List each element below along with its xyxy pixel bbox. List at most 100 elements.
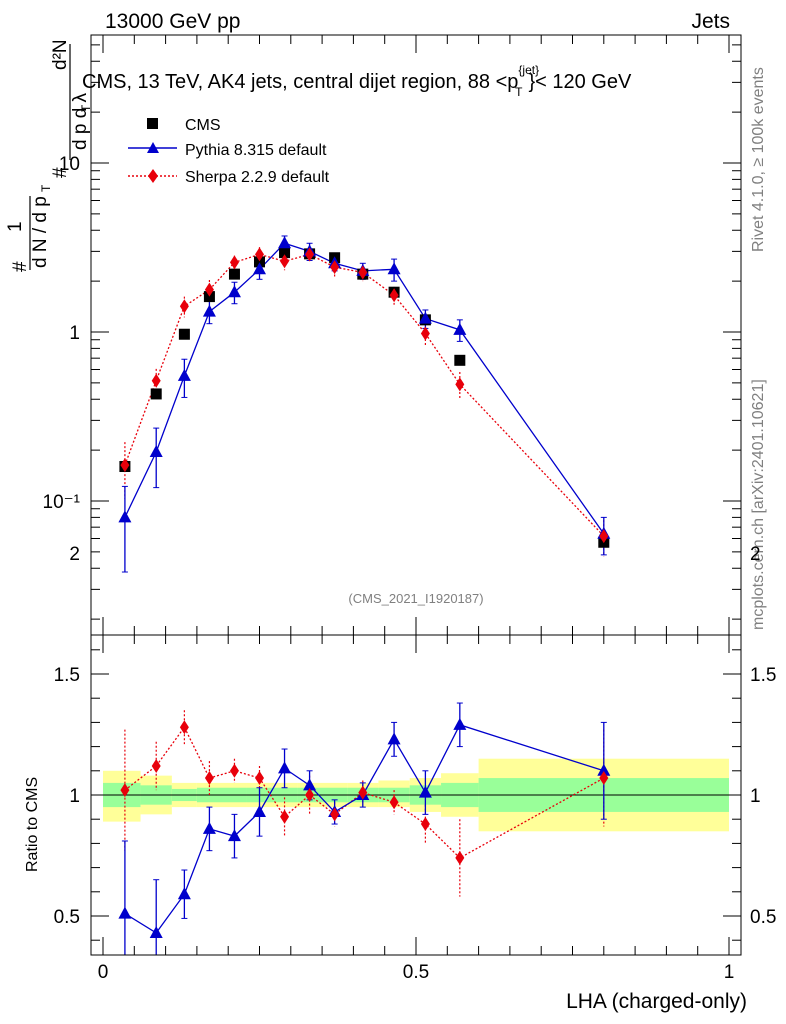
plot-title: CMS, 13 TeV, AK4 jets, central dijet reg… xyxy=(82,63,632,99)
pythia-data-point xyxy=(253,262,266,275)
rivet-label: Rivet 4.1.0, ≥ 100k events xyxy=(750,67,767,252)
ratio-y-tick-label-left: 1 xyxy=(69,786,80,807)
pythia-ratio-point xyxy=(118,906,132,919)
pythia-data-point xyxy=(227,285,241,298)
energy-label: 13000 GeV pp xyxy=(105,10,240,33)
sherpa-ratio-point xyxy=(120,783,130,798)
pythia-ratio-line xyxy=(124,724,604,934)
ratio-y-axis-label: Ratio to CMS xyxy=(24,777,41,872)
main-y-tick-label: 1 xyxy=(69,323,80,344)
sherpa-data-point xyxy=(455,377,465,392)
x-tick-label: 0.5 xyxy=(403,962,429,983)
sherpa-ratio-point xyxy=(305,788,315,802)
ylabel-dpt-dl: d p d λ xyxy=(70,92,91,150)
plot-title-sup: {jet} xyxy=(518,63,539,77)
legend: CMS Pythia 8.315 default Sherpa 2.2.9 de… xyxy=(128,117,330,186)
plot-title-prefix: CMS, 13 TeV, AK4 jets, central dijet reg… xyxy=(82,71,518,93)
sherpa-data-point xyxy=(389,288,399,303)
pythia-ratio-point xyxy=(453,717,467,730)
cms-data-point xyxy=(254,256,265,268)
cms-data-point xyxy=(178,328,190,340)
pythia-series-line xyxy=(124,242,605,535)
plot-title-suffix: }< 120 GeV xyxy=(528,71,632,93)
ylabel-hash: # xyxy=(50,167,71,178)
main-y-axis-label: # 1 d N / d p T # d²N d p d λ T xyxy=(5,39,93,272)
pythia-ratio-point xyxy=(303,778,317,791)
ratio-y-tick-label-left: 2 xyxy=(69,544,80,565)
sherpa-ratio-point xyxy=(204,771,214,786)
pythia-ratio-point xyxy=(227,829,241,842)
sherpa-ratio-point xyxy=(358,785,368,800)
pythia-data-point xyxy=(278,236,292,249)
mcplots-label: mcplots.cern.ch [arXiv:2401.10621] xyxy=(750,379,767,630)
pythia-ratio-point xyxy=(149,925,163,938)
legend-pythia-label: Pythia 8.315 default xyxy=(185,142,327,159)
pythia-ratio-point xyxy=(202,821,216,834)
ratio-y-tick-label-right: 1 xyxy=(750,786,761,807)
sherpa-data-point xyxy=(280,254,290,269)
plot-title-sub: T xyxy=(515,85,523,99)
main-y-ticks: 10 1 10⁻¹ xyxy=(43,44,741,620)
sherpa-ratio-point xyxy=(599,771,609,786)
sherpa-ratio-point xyxy=(420,817,430,832)
ylabel-d2n: d²N xyxy=(50,39,71,70)
ylabel-one: 1 xyxy=(5,221,26,232)
sherpa-data-point xyxy=(120,458,130,473)
ratio-series-layer xyxy=(118,702,611,955)
sherpa-data-point xyxy=(151,373,161,388)
sherpa-ratio-point xyxy=(389,795,399,810)
cms-data-point xyxy=(279,247,291,259)
x-axis-label: LHA (charged-only) xyxy=(566,990,747,1013)
pythia-data-point xyxy=(387,262,401,275)
ratio-y-tick-label-right: 0.5 xyxy=(750,907,776,928)
pythia-data-point xyxy=(418,311,432,324)
analysis-watermark: (CMS_2021_I1920187) xyxy=(348,591,483,606)
sherpa-data-point xyxy=(204,282,214,297)
sherpa-series-line xyxy=(124,253,605,537)
legend-sherpa-marker xyxy=(148,169,158,183)
main-y-tick-label: 10 xyxy=(59,154,80,175)
main-plot: 10 1 10⁻¹ CMS, 13 TeV, AK4 jets, central d… xyxy=(43,34,742,636)
ratio-y-ticks: 2 2 1.5 1.5 1 1 0.5 0.5 xyxy=(54,544,776,941)
x-tick-label: 0 xyxy=(98,962,109,983)
ratio-y-tick-label-right: 2 xyxy=(750,544,761,565)
x-tick-label: 1 xyxy=(724,962,735,983)
sherpa-data-point xyxy=(229,255,239,270)
legend-sherpa-label: Sherpa 2.2.9 default xyxy=(185,169,330,186)
sherpa-data-point xyxy=(330,260,340,275)
category-label: Jets xyxy=(691,10,730,33)
main-y-tick-label: 10⁻¹ xyxy=(43,492,81,513)
ratio-plot: 2 2 1.5 1.5 1 1 0.5 0.5 Ratio to CMS xyxy=(24,544,776,956)
sherpa-data-point xyxy=(255,247,264,262)
pythia-ratio-point xyxy=(597,763,611,776)
pythia-ratio-point xyxy=(253,804,266,817)
pythia-data-point xyxy=(202,304,216,317)
pythia-ratio-point xyxy=(418,785,432,798)
sherpa-data-point xyxy=(179,299,189,314)
ylabel-numerator-top: # xyxy=(10,261,31,272)
cms-data-point xyxy=(454,354,466,366)
sherpa-ratio-point xyxy=(151,758,161,773)
sherpa-data-point xyxy=(420,326,430,341)
sherpa-ratio-point xyxy=(229,763,239,778)
pythia-data-point xyxy=(453,322,467,335)
sherpa-ratio-point xyxy=(280,809,290,824)
legend-cms-marker xyxy=(147,118,158,129)
sherpa-data-point xyxy=(599,529,609,544)
pythia-data-point xyxy=(118,510,132,523)
cms-data-point xyxy=(150,388,162,400)
sherpa-ratio-point xyxy=(455,850,465,865)
main-series-layer xyxy=(118,235,611,573)
x-axis-ticks: 0 0.5 1 xyxy=(98,35,735,983)
legend-cms-label: CMS xyxy=(185,117,221,134)
sherpa-ratio-point xyxy=(179,720,189,735)
pythia-data-point xyxy=(149,444,163,457)
ratio-y-tick-label-right: 1.5 xyxy=(750,665,776,686)
sherpa-ratio-point xyxy=(255,771,264,786)
ratio-y-tick-label-left: 1.5 xyxy=(54,665,80,686)
legend-pythia-marker xyxy=(147,142,159,153)
ylabel-denominator: d N / d p xyxy=(30,196,51,268)
pythia-ratio-point xyxy=(278,761,292,774)
sherpa-data-point xyxy=(305,247,315,262)
